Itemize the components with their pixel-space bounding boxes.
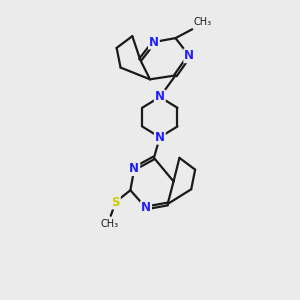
Text: CH₃: CH₃ [193, 17, 211, 27]
Text: N: N [155, 131, 165, 144]
Text: CH₃: CH₃ [101, 219, 119, 229]
Text: N: N [184, 49, 194, 62]
Text: S: S [111, 196, 120, 208]
Text: N: N [155, 91, 165, 103]
Text: N: N [129, 162, 139, 175]
Text: N: N [141, 201, 151, 214]
Text: N: N [149, 35, 159, 49]
